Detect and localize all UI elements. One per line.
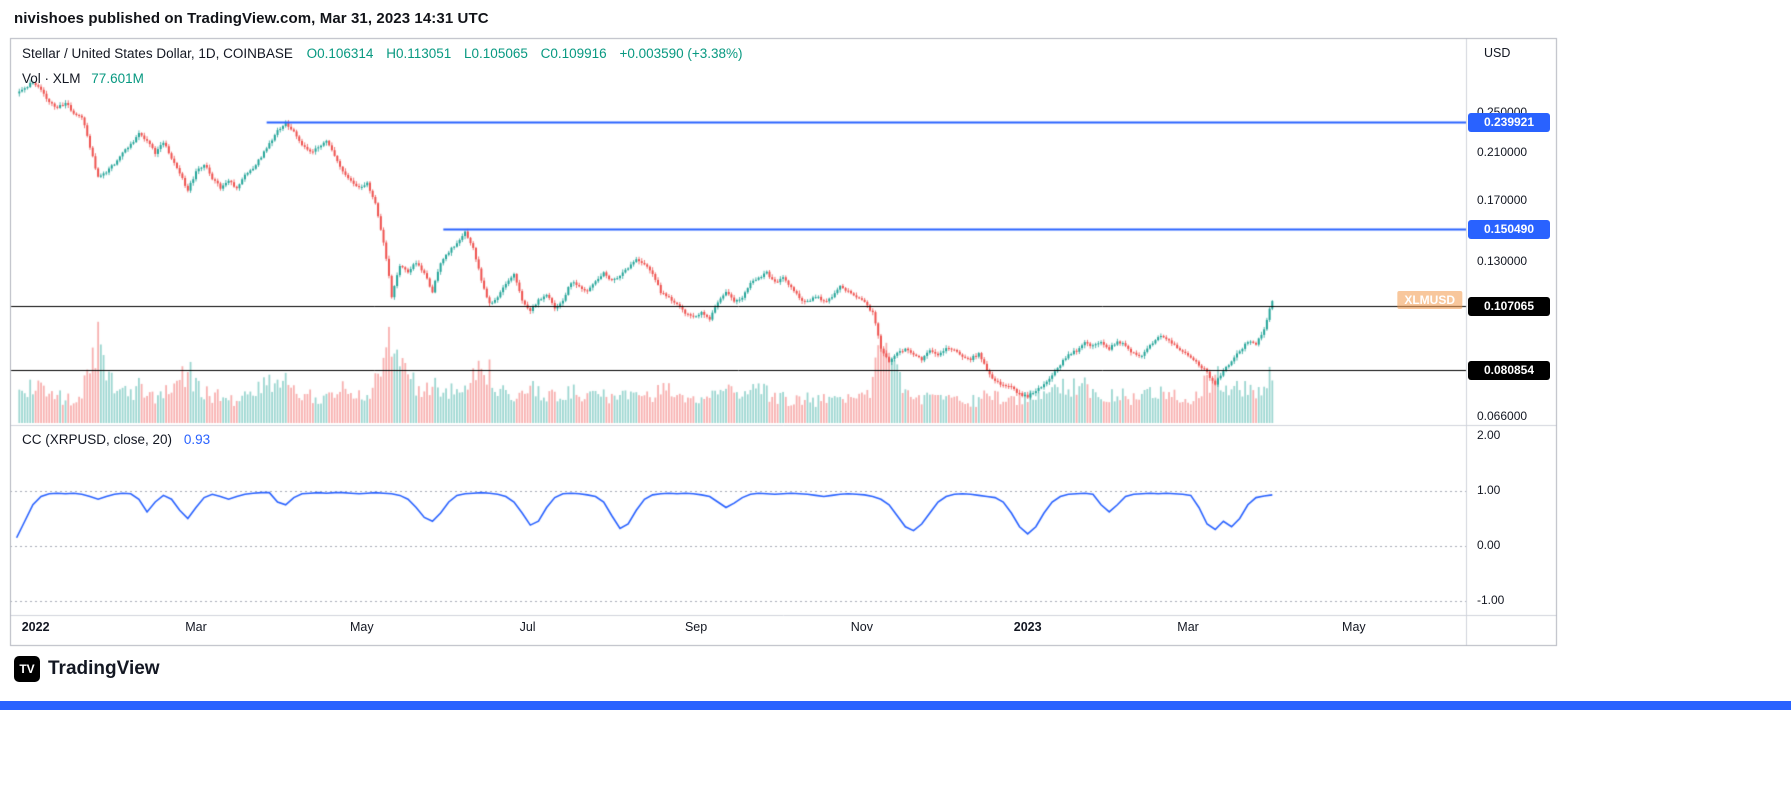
volume-legend: Vol · XLM 77.601M (22, 71, 144, 86)
price-line-badge: 0.080854 (1468, 361, 1550, 381)
price-axis-label: 0.130000 (1477, 254, 1528, 269)
cc-axis-label: 1.00 (1477, 483, 1501, 497)
bottom-accent-bar (0, 701, 1791, 710)
time-axis-label: 2022 (21, 620, 50, 634)
cc-indicator-legend: CC (XRPUSD, close, 20) 0.93 (22, 432, 210, 447)
price-axis-currency: USD (1484, 46, 1511, 60)
legend-low: L0.105065 (464, 46, 528, 61)
price-line-badge: 0.107065 (1468, 297, 1550, 317)
price-line-badge: 0.239921 (1468, 113, 1550, 133)
legend-close: C0.109916 (540, 46, 607, 61)
price-axis-label: 0.066000 (1477, 408, 1528, 423)
cc-axis-label: 0.00 (1477, 538, 1501, 552)
volume-label[interactable]: Vol · XLM (22, 71, 81, 86)
tradingview-logo-icon: TV (14, 656, 40, 682)
time-axis-label: Mar (1177, 620, 1199, 634)
cc-indicator-value: 0.93 (183, 432, 211, 447)
time-axis-label: May (1342, 620, 1366, 634)
cc-axis-label: -1.00 (1477, 593, 1505, 607)
legend-high: H0.113051 (386, 46, 452, 61)
cc-indicator-label[interactable]: CC (XRPUSD, close, 20) (22, 432, 173, 447)
time-axis-label: Jul (519, 620, 536, 634)
symbol-price-tag: XLMUSD (1397, 291, 1462, 310)
time-axis-label: Nov (850, 620, 874, 634)
publish-header: nivishoes published on TradingView.com, … (14, 10, 489, 27)
time-axis-label: Sep (684, 620, 708, 634)
legend-change: +0.003590 (+3.38%) (619, 46, 743, 61)
volume-value: 77.601M (91, 71, 144, 86)
price-axis-label: 0.210000 (1477, 144, 1528, 159)
tradingview-logo-text: TradingView (48, 658, 160, 679)
time-axis-label: 2023 (1013, 620, 1042, 634)
legend-open: O0.106314 (306, 46, 374, 61)
price-line-badge: 0.150490 (1468, 219, 1550, 239)
cc-axis-label: 2.00 (1477, 428, 1501, 442)
time-axis-label: May (349, 620, 374, 634)
symbol-legend: Stellar / United States Dollar, 1D, COIN… (22, 46, 752, 61)
tradingview-logo[interactable]: TV TradingView (14, 656, 160, 682)
legend-symbol-title[interactable]: Stellar / United States Dollar, 1D, COIN… (22, 46, 293, 61)
time-axis-label: Mar (185, 620, 207, 634)
price-axis-label: 0.170000 (1477, 192, 1528, 207)
